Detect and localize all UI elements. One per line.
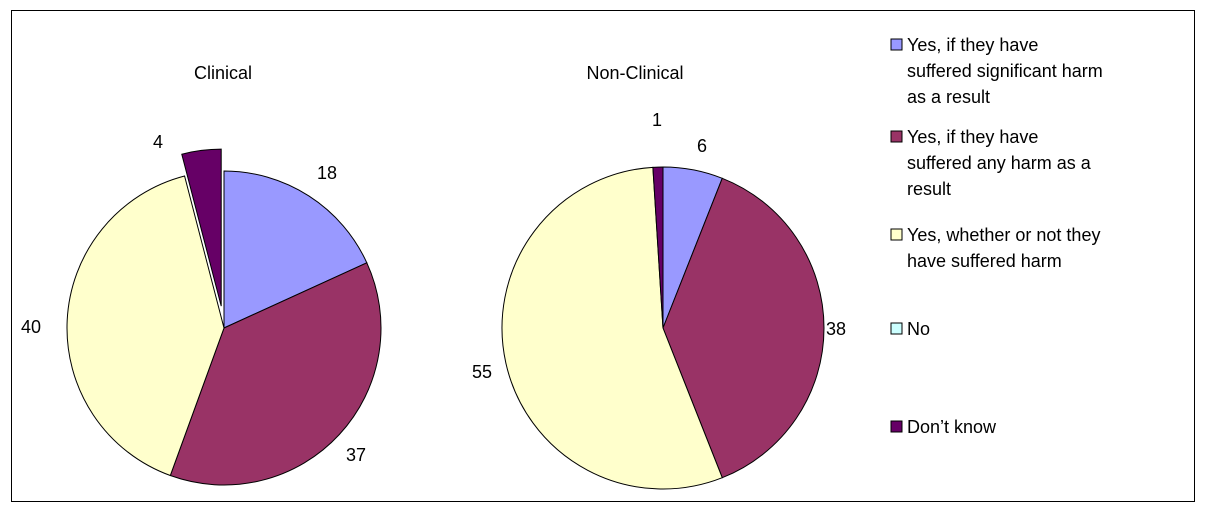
pie-slice-non-clinical-4 — [652, 166, 664, 329]
pie-non-clinical: Non-Clinical 6 38 55 1 — [472, 63, 846, 490]
legend-label-0-line-0: Yes, if they have — [907, 35, 1038, 55]
pie-title-clinical: Clinical — [194, 63, 252, 83]
pie-data-label-clinical-4: 4 — [153, 132, 163, 152]
legend-swatch-3 — [890, 322, 903, 335]
legend-swatch-2 — [890, 228, 903, 241]
pie-data-label-non-clinical-0: 6 — [697, 136, 707, 156]
pie-data-label-clinical-0: 18 — [317, 163, 337, 183]
legend-label-2-line-1: have suffered harm — [907, 251, 1062, 271]
legend-label-1-line-2: result — [907, 179, 951, 199]
legend-swatch-4 — [890, 420, 903, 433]
pie-slice-clinical-0 — [223, 170, 368, 329]
legend: Yes, if they have suffered significant ha… — [890, 35, 1103, 437]
legend-label-3-line-0: No — [907, 319, 930, 339]
pie-slice-non-clinical-2 — [501, 166, 723, 490]
pie-data-label-clinical-2: 40 — [21, 317, 41, 337]
pie-data-label-non-clinical-1: 38 — [826, 319, 846, 339]
legend-label-0-line-2: as a result — [907, 87, 990, 107]
legend-label-2-line-0: Yes, whether or not they — [907, 225, 1100, 245]
pie-data-label-non-clinical-2: 55 — [472, 362, 492, 382]
pie-slice-clinical-1 — [169, 262, 382, 486]
legend-label-1-line-0: Yes, if they have — [907, 127, 1038, 147]
pie-data-label-clinical-1: 37 — [346, 445, 366, 465]
pie-slice-clinical-4 — [181, 148, 222, 307]
legend-label-1-line-1: suffered any harm as a — [907, 153, 1092, 173]
legend-label-0-line-1: suffered significant harm — [907, 61, 1103, 81]
pie-title-non-clinical: Non-Clinical — [586, 63, 683, 83]
legend-swatch-0 — [890, 38, 903, 51]
legend-swatch-1 — [890, 130, 903, 143]
pie-clinical: Clinical 18 37 40 4 — [21, 63, 382, 486]
legend-label-4-line-0: Don’t know — [907, 417, 997, 437]
pie-slice-clinical-2 — [66, 175, 225, 477]
pie-data-label-non-clinical-4: 1 — [652, 110, 662, 130]
pie-slice-non-clinical-1 — [662, 177, 825, 479]
